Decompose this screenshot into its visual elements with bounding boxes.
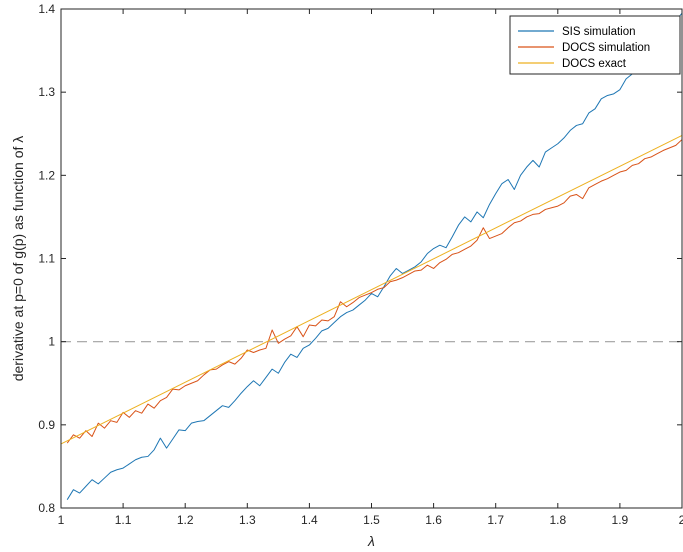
x-tick-label: 1.4 (301, 513, 318, 527)
x-axis-label: λ (367, 533, 375, 549)
series-line-docs-exact (60, 134, 683, 445)
series-layer (60, 12, 683, 500)
y-axis-label: derivative at p=0 of g(p) as function of… (10, 136, 26, 382)
legend-box (509, 15, 681, 75)
legend: SIS simulation DOCS simulation DOCS exact (509, 15, 681, 75)
x-tick-label: 1.8 (549, 513, 566, 527)
legend-entry: SIS simulation (562, 26, 636, 38)
x-tick-label: 1.5 (363, 513, 380, 527)
x-tick-label: 1 (58, 513, 65, 527)
y-tick-label: 0.8 (38, 501, 55, 515)
plot-background (61, 9, 682, 508)
x-tick-label: 1.3 (239, 513, 256, 527)
y-tick-label: 1.4 (38, 2, 55, 16)
x-axis-ticks: 1 1.1 1.2 1.3 1.4 1.5 1.6 1.7 1.8 1.9 2 (58, 9, 683, 527)
y-tick-label: 1 (48, 335, 55, 349)
series-line-docs-simulation (66, 139, 683, 444)
x-tick-label: 1.1 (115, 513, 132, 527)
y-tick-label: 1.2 (38, 168, 55, 182)
x-tick-label: 2 (679, 513, 683, 527)
plot-area (61, 9, 682, 508)
y-tick-label: 1.1 (38, 252, 55, 266)
y-tick-label: 0.9 (38, 418, 55, 432)
x-tick-label: 1.9 (612, 513, 629, 527)
y-axis-ticks: 0.8 0.9 1 1.1 1.2 1.3 1.4 (38, 2, 682, 515)
series-line-sis-simulation (66, 12, 683, 500)
legend-entry: DOCS simulation (562, 42, 650, 54)
x-tick-label: 1.6 (425, 513, 442, 527)
x-tick-label: 1.7 (487, 513, 504, 527)
y-tick-label: 1.3 (38, 85, 55, 99)
legend-entry: DOCS exact (562, 58, 627, 70)
x-tick-label: 1.2 (177, 513, 194, 527)
